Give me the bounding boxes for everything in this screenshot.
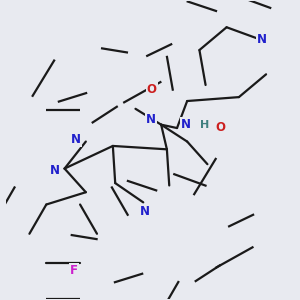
Text: H: H: [200, 120, 209, 130]
Text: N: N: [71, 134, 81, 146]
Text: N: N: [146, 113, 156, 126]
Text: N: N: [181, 118, 190, 131]
Text: O: O: [147, 83, 157, 96]
Text: F: F: [70, 264, 78, 277]
Text: N: N: [140, 205, 150, 218]
Text: N: N: [50, 164, 59, 177]
Text: O: O: [215, 121, 225, 134]
Text: N: N: [256, 33, 267, 46]
